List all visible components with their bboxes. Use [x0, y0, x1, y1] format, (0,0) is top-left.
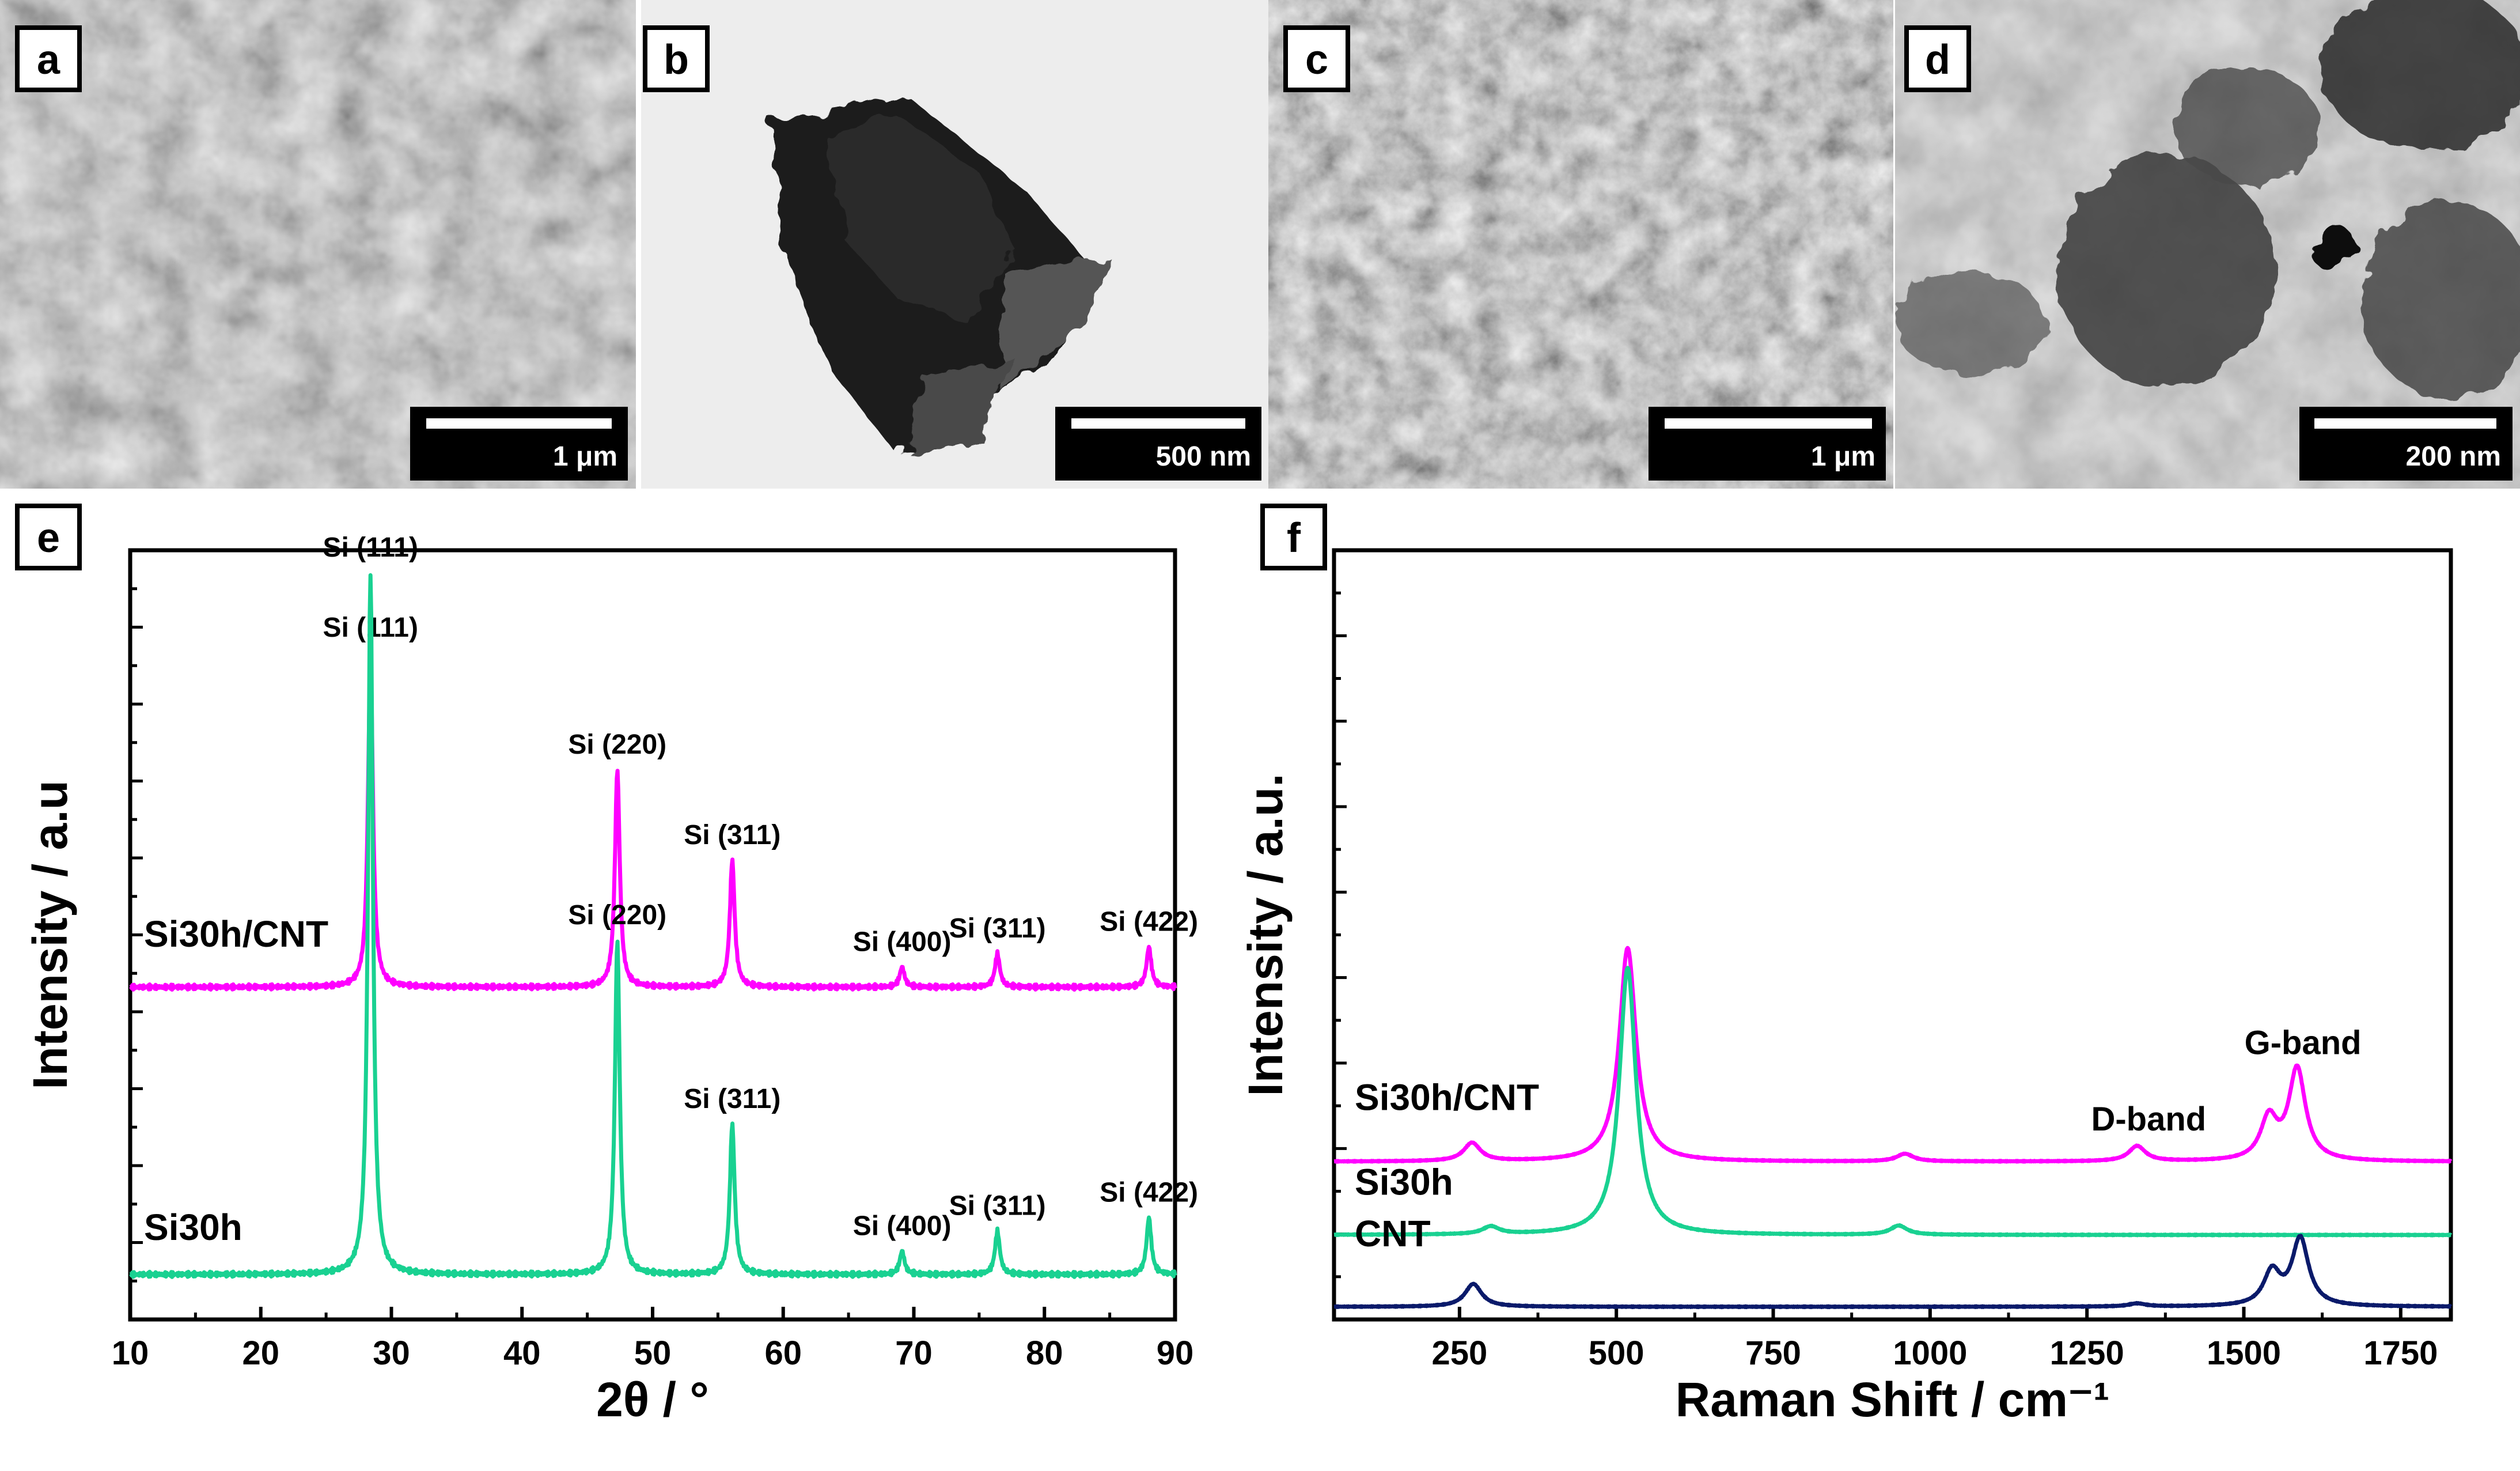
panel-c-label-box: c	[1283, 25, 1350, 92]
panel-c-scale-label: 1 μm	[1811, 441, 1875, 472]
peak-label: Si (311)	[949, 1191, 1046, 1222]
panel-c-image	[1268, 0, 1893, 489]
panel-f-label-box: f	[1260, 504, 1327, 570]
peak-label: Si (400)	[853, 927, 952, 957]
x-tick-label: 40	[503, 1334, 541, 1372]
series-name-label: Si30h	[144, 1207, 242, 1248]
panel-b-scale-bar: 500 nm	[1055, 407, 1261, 481]
panel-d-scale-label: 200 nm	[2406, 441, 2501, 472]
peak-label: Si (111)	[323, 532, 418, 563]
x-tick-label: 90	[1157, 1334, 1194, 1372]
panel-d-image	[1895, 0, 2520, 489]
panel-a-image	[0, 0, 636, 489]
series-line-si30h-cnt	[128, 653, 1177, 992]
peak-label: Si (400)	[853, 1211, 952, 1241]
series-line-si30h	[1332, 966, 2453, 1238]
x-tick-label: 1000	[1893, 1334, 1967, 1372]
series-name-label: Si30h/CNT	[144, 913, 328, 955]
peak-label: Si (422)	[1100, 1177, 1198, 1208]
panel-b-scale-label: 500 nm	[1156, 441, 1251, 472]
x-tick-label: 60	[764, 1334, 802, 1372]
x-tick-label: 750	[1745, 1334, 1801, 1372]
peak-label: Si (311)	[949, 913, 1046, 944]
peak-label: Si (422)	[1100, 907, 1198, 937]
panel-a-scale-label: 1 μm	[553, 441, 617, 472]
peak-label: G-band	[2245, 1024, 2362, 1061]
peak-label: Si (220)	[568, 900, 666, 931]
series-line-si30h-cnt	[1332, 946, 2453, 1164]
y-axis-label: Intensity / a.u	[23, 780, 77, 1090]
peak-label: D-band	[2091, 1101, 2206, 1138]
x-tick-label: 250	[1431, 1334, 1487, 1372]
panel-e-label: e	[37, 515, 60, 561]
panel-c-label: c	[1305, 37, 1328, 83]
panel-d-label: d	[1925, 37, 1950, 83]
series-name-label: Si30h	[1355, 1161, 1453, 1202]
xrd-chart: 10 20 30 40 50 60 70 80 90 2θ / ° Intensity / a.u S…	[23, 532, 1198, 1427]
x-tick-label: 80	[1026, 1334, 1063, 1372]
x-tick-label: 30	[373, 1334, 410, 1372]
series-name-label: CNT	[1355, 1213, 1431, 1254]
x-tick-label: 10	[112, 1334, 149, 1372]
panel-b-label: b	[664, 37, 689, 83]
panel-e-label-box: e	[15, 504, 82, 570]
plot-frame	[1332, 548, 2453, 1322]
peak-label: Si (311)	[684, 820, 780, 850]
panel-d-scale-bar: 200 nm	[2299, 407, 2513, 481]
peak-label: Si (311)	[684, 1084, 780, 1114]
panel-d-label-box: d	[1904, 25, 1971, 92]
series-line-si30h	[128, 573, 1177, 1279]
x-tick-label: 1250	[2050, 1334, 2124, 1372]
panel-c-scale-bar: 1 μm	[1649, 407, 1886, 481]
x-axis-label: 2θ / °	[596, 1372, 709, 1427]
y-axis-label: Intensity / a.u.	[1238, 773, 1293, 1096]
panel-b-label-box: b	[643, 25, 710, 92]
panel-f-label: f	[1287, 515, 1301, 561]
x-axis-label: Raman Shift / cm⁻¹	[1676, 1372, 2110, 1427]
peak-label: Si (220)	[568, 729, 666, 760]
raman-chart: 250 500 750 1000 1250 1500 1750 Raman Shift / c…	[1238, 548, 2453, 1427]
series-name-label: Si30h/CNT	[1355, 1076, 1539, 1118]
series-line-cnt	[1332, 1234, 2453, 1310]
x-tick-label: 50	[634, 1334, 672, 1372]
panel-a-label-box: a	[15, 25, 82, 92]
x-tick-label: 70	[895, 1334, 933, 1372]
panel-a-scale-bar: 1 μm	[410, 407, 628, 481]
x-tick-label: 500	[1589, 1334, 1644, 1372]
panel-a-label: a	[37, 37, 60, 83]
x-tick-label: 20	[242, 1334, 279, 1372]
x-tick-label: 1750	[2363, 1334, 2438, 1372]
x-tick-label: 1500	[2207, 1334, 2281, 1372]
panel-b-image	[641, 0, 1268, 489]
